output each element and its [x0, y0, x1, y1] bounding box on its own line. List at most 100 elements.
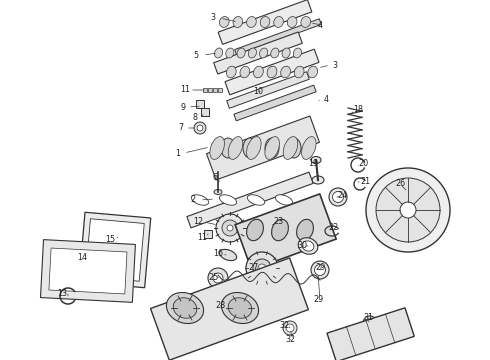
Ellipse shape — [286, 324, 294, 332]
Ellipse shape — [220, 17, 229, 27]
Text: 23: 23 — [273, 217, 283, 226]
Circle shape — [208, 268, 228, 288]
Ellipse shape — [311, 157, 321, 163]
Text: 4: 4 — [318, 21, 322, 30]
Ellipse shape — [283, 321, 297, 335]
FancyBboxPatch shape — [79, 212, 151, 288]
FancyBboxPatch shape — [206, 116, 319, 180]
FancyBboxPatch shape — [213, 88, 217, 92]
Text: 24: 24 — [337, 192, 347, 201]
Ellipse shape — [271, 48, 279, 58]
Circle shape — [366, 168, 450, 252]
Text: 14: 14 — [77, 253, 87, 262]
Text: 12: 12 — [193, 217, 203, 226]
Ellipse shape — [363, 316, 377, 330]
Text: 32: 32 — [279, 320, 289, 329]
Text: 3: 3 — [211, 13, 216, 22]
FancyBboxPatch shape — [235, 19, 321, 55]
Text: 5: 5 — [194, 50, 198, 59]
Circle shape — [227, 225, 233, 231]
Text: 9: 9 — [180, 103, 186, 112]
FancyBboxPatch shape — [208, 88, 212, 92]
Text: 29: 29 — [315, 264, 325, 273]
Text: 13: 13 — [57, 289, 67, 298]
Ellipse shape — [246, 219, 264, 241]
Ellipse shape — [301, 17, 311, 27]
Text: 31: 31 — [363, 314, 373, 323]
FancyBboxPatch shape — [150, 258, 308, 360]
Text: 16: 16 — [213, 249, 223, 258]
Ellipse shape — [240, 66, 250, 78]
Ellipse shape — [221, 292, 259, 324]
Text: 27: 27 — [248, 264, 258, 273]
Text: 2: 2 — [191, 195, 196, 204]
Ellipse shape — [275, 195, 293, 205]
FancyBboxPatch shape — [203, 88, 207, 92]
Ellipse shape — [228, 136, 243, 159]
Text: 1: 1 — [175, 148, 180, 158]
Circle shape — [222, 220, 238, 236]
Ellipse shape — [329, 188, 347, 206]
FancyBboxPatch shape — [187, 172, 313, 228]
Ellipse shape — [287, 138, 301, 158]
Ellipse shape — [192, 195, 209, 205]
Text: 19: 19 — [308, 158, 318, 167]
Ellipse shape — [296, 219, 314, 241]
Ellipse shape — [308, 66, 318, 78]
Circle shape — [376, 178, 440, 242]
Ellipse shape — [237, 48, 245, 58]
Ellipse shape — [294, 66, 304, 78]
Text: 6: 6 — [213, 174, 218, 183]
Circle shape — [258, 264, 266, 272]
Ellipse shape — [260, 17, 270, 27]
Circle shape — [213, 273, 223, 283]
Ellipse shape — [246, 136, 261, 159]
Text: 18: 18 — [353, 105, 363, 114]
Text: 22: 22 — [328, 224, 338, 233]
FancyBboxPatch shape — [214, 32, 302, 74]
FancyBboxPatch shape — [327, 308, 414, 360]
Ellipse shape — [302, 241, 314, 251]
Text: 4: 4 — [323, 95, 328, 104]
Ellipse shape — [294, 48, 301, 58]
FancyBboxPatch shape — [196, 100, 204, 108]
Ellipse shape — [247, 195, 265, 205]
FancyBboxPatch shape — [227, 72, 309, 108]
Text: 15: 15 — [105, 235, 115, 244]
Ellipse shape — [243, 138, 257, 158]
FancyBboxPatch shape — [218, 0, 312, 44]
Text: 28: 28 — [215, 302, 225, 310]
Text: 26: 26 — [395, 180, 405, 189]
Text: 32: 32 — [285, 336, 295, 345]
Ellipse shape — [301, 136, 316, 159]
Ellipse shape — [315, 265, 325, 275]
Ellipse shape — [173, 298, 197, 318]
Ellipse shape — [226, 48, 234, 58]
Ellipse shape — [267, 66, 277, 78]
Text: 10: 10 — [253, 87, 263, 96]
Ellipse shape — [281, 66, 291, 78]
Ellipse shape — [221, 138, 235, 158]
Circle shape — [197, 125, 203, 131]
FancyBboxPatch shape — [204, 230, 212, 238]
Ellipse shape — [298, 238, 318, 254]
Text: 20: 20 — [358, 158, 368, 167]
Ellipse shape — [215, 48, 223, 58]
Ellipse shape — [287, 17, 297, 27]
Ellipse shape — [283, 136, 298, 159]
Ellipse shape — [366, 319, 374, 327]
Ellipse shape — [214, 189, 222, 194]
Ellipse shape — [265, 136, 279, 159]
Circle shape — [400, 202, 416, 218]
Text: 21: 21 — [360, 177, 370, 186]
Ellipse shape — [167, 292, 203, 324]
Ellipse shape — [228, 298, 252, 318]
Text: 11: 11 — [180, 85, 190, 94]
Text: 8: 8 — [193, 113, 197, 122]
FancyBboxPatch shape — [234, 85, 316, 121]
Ellipse shape — [333, 192, 343, 202]
FancyBboxPatch shape — [218, 88, 222, 92]
Ellipse shape — [312, 176, 324, 184]
Ellipse shape — [233, 17, 243, 27]
Text: 7: 7 — [178, 123, 184, 132]
